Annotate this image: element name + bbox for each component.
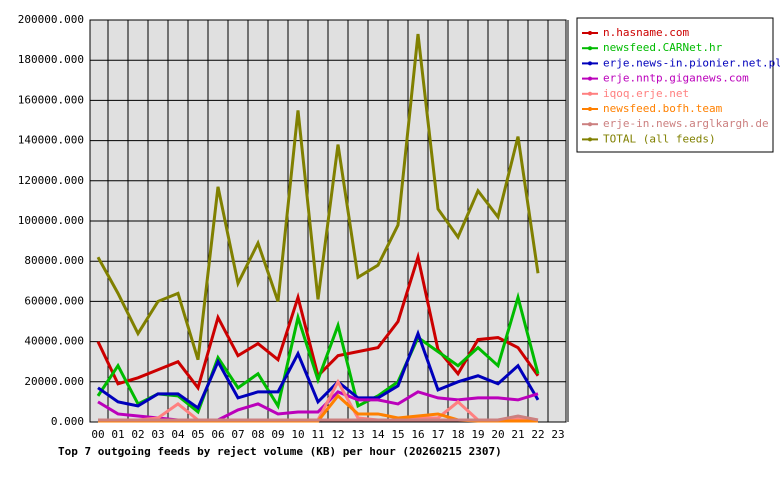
y-tick-label: 80000.000 bbox=[24, 254, 84, 267]
legend-dot bbox=[588, 31, 592, 35]
legend-box bbox=[576, 17, 774, 153]
x-tick-label: 07 bbox=[231, 428, 244, 441]
x-tick-label: 12 bbox=[331, 428, 344, 441]
legend-label: TOTAL (all feeds) bbox=[603, 132, 716, 145]
x-tick-label: 19 bbox=[471, 428, 484, 441]
x-tick-label: 02 bbox=[131, 428, 144, 441]
x-tick-label: 17 bbox=[431, 428, 444, 441]
legend-label: n.hasname.com bbox=[603, 26, 689, 39]
x-tick-label: 05 bbox=[191, 428, 204, 441]
legend-dot bbox=[588, 61, 592, 66]
legend-dot bbox=[588, 76, 592, 81]
legend-dot bbox=[588, 107, 592, 111]
x-tick-label: 13 bbox=[351, 428, 364, 441]
x-tick-label: 14 bbox=[371, 428, 385, 441]
legend-label: iqoq.erje.net bbox=[603, 87, 689, 100]
x-tick-label: 08 bbox=[251, 428, 264, 441]
y-tick-label: 140000.000 bbox=[18, 134, 84, 147]
x-tick-label: 10 bbox=[291, 428, 304, 441]
legend-label: erje-in.news.arglkargh.de bbox=[603, 117, 769, 130]
legend-label: newsfeed.CARNet.hr bbox=[603, 41, 723, 54]
y-tick-label: 180000.000 bbox=[18, 53, 84, 66]
x-tick-label: 01 bbox=[111, 428, 124, 441]
x-tick-label: 09 bbox=[271, 428, 284, 441]
x-tick-label: 00 bbox=[91, 428, 104, 441]
legend-dot bbox=[588, 122, 592, 127]
series-line bbox=[97, 329, 540, 411]
x-tick-label: 11 bbox=[311, 428, 324, 441]
x-tick-label: 20 bbox=[491, 428, 504, 441]
y-tick-label: 20000.000 bbox=[24, 375, 84, 388]
legend-label: erje.news-in.pionier.net.pl bbox=[603, 56, 780, 69]
chart-title: Top 7 outgoing feeds by reject volume (K… bbox=[58, 445, 502, 458]
x-tick-label: 03 bbox=[151, 428, 164, 441]
y-tick-label: 0.000 bbox=[51, 415, 84, 428]
y-tick-label: 60000.000 bbox=[24, 294, 84, 307]
x-tick-label: 22 bbox=[531, 428, 544, 441]
y-tick-label: 100000.000 bbox=[18, 214, 84, 227]
y-tick-label: 200000.000 bbox=[18, 13, 84, 26]
x-tick-label: 16 bbox=[411, 428, 424, 441]
legend-label: newsfeed.bofh.team bbox=[603, 102, 723, 115]
x-tick-label: 04 bbox=[171, 428, 185, 441]
legend-dot bbox=[588, 46, 592, 51]
x-tick-label: 15 bbox=[391, 428, 404, 441]
x-tick-label: 06 bbox=[211, 428, 224, 441]
y-tick-label: 120000.000 bbox=[18, 174, 84, 187]
x-tick-label: 18 bbox=[451, 428, 464, 441]
x-tick-label: 21 bbox=[511, 428, 524, 441]
legend-dot bbox=[588, 91, 592, 96]
y-tick-label: 40000.000 bbox=[24, 335, 84, 348]
series-line bbox=[98, 414, 539, 422]
plot-frame bbox=[89, 19, 567, 423]
legend-label: erje.nntp.giganews.com bbox=[603, 72, 749, 85]
legend-dot bbox=[588, 137, 592, 142]
y-tick-label: 160000.000 bbox=[18, 93, 84, 106]
x-tick-label: 23 bbox=[551, 428, 564, 441]
series-line bbox=[96, 33, 540, 361]
